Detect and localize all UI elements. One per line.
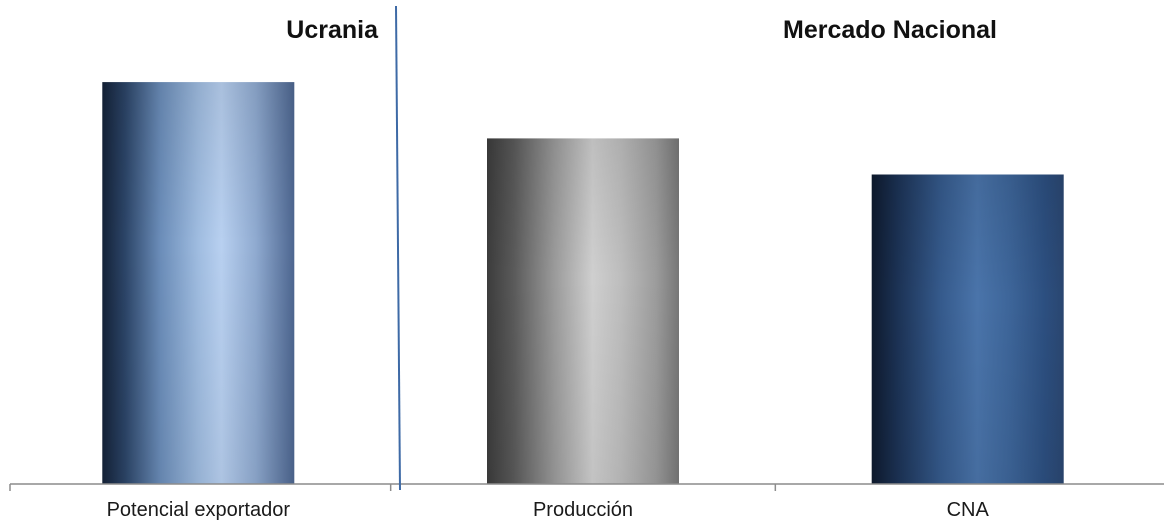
x-tick-label-produccion: Producción <box>533 499 633 521</box>
bars-layer <box>102 82 1064 484</box>
labels-layer: Potencial exportador Producción CNA Ucrania… <box>107 16 997 521</box>
axis-layer <box>9 5 1164 491</box>
x-tick-label-cna: CNA <box>947 499 990 521</box>
bar-shade-cna <box>871 174 1064 484</box>
group-label-ucrania: Ucrania <box>286 16 379 44</box>
group-separator-line <box>395 5 401 491</box>
x-tick-label-potencial-exportador: Potencial exportador <box>107 499 291 521</box>
group-label-mercado-nacional: Mercado Nacional <box>783 16 997 44</box>
bar-shade-potencial-exportador <box>102 82 295 484</box>
bar-shade-produccion <box>487 138 679 484</box>
